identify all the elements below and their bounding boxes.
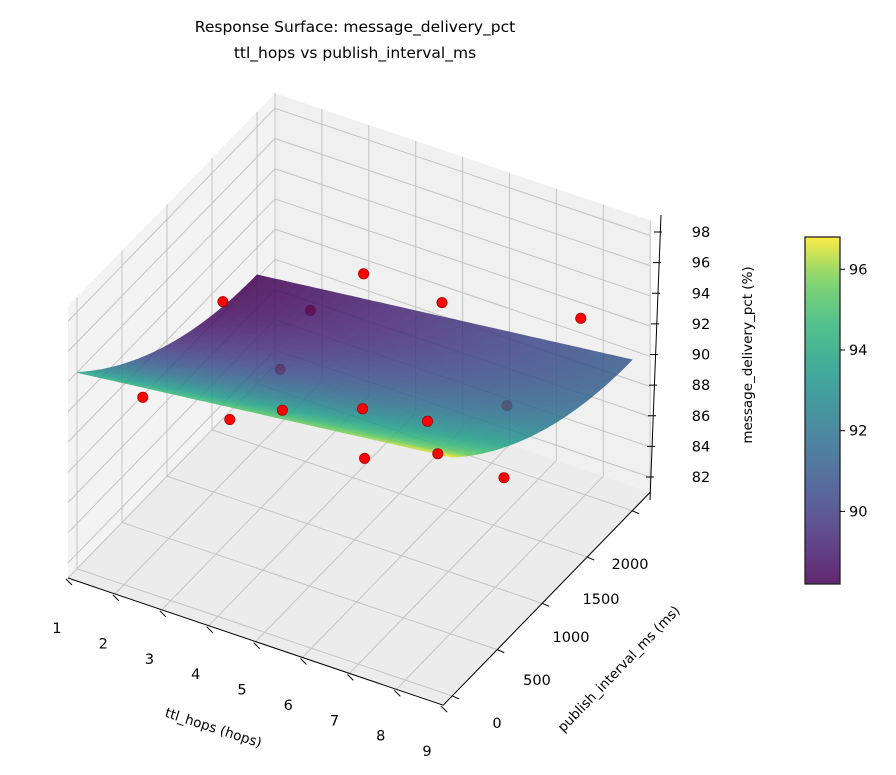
grid-line-z-left [67,228,276,443]
colorbar: 90 92 94 96 [804,236,867,585]
z-tick-label: 86 [692,409,710,425]
x-tick-label: 8 [376,729,385,745]
y-tick-label: 0 [492,716,501,732]
x-tick-label: 3 [145,652,154,668]
x-axis-label: ttl_hops (hops) [163,705,264,751]
grid-line-z-left [67,107,276,322]
z-tick-label: 98 [692,225,710,241]
x-tick-label: 1 [52,621,61,637]
x-tick [393,689,401,697]
colorbar-tick-label: 92 [849,424,867,440]
data-point [421,415,433,427]
grid-line-z-back [274,198,651,327]
x-tick [440,705,448,713]
z-tick-label: 92 [692,317,710,333]
data-point [357,403,369,415]
y-tick [452,695,460,700]
x-tick [347,674,354,681]
visible-points [137,268,587,484]
z-tick-label: 82 [692,470,710,486]
z-tick-label: 96 [692,256,710,272]
colorbar-tick-label: 94 [849,343,867,359]
z-tick-label: 88 [692,378,710,394]
colorbar-tick-label: 90 [849,504,867,520]
x-tick-label: 5 [237,683,246,699]
x-tick [300,658,307,665]
z-axis-label: message_delivery_pct (%) [740,266,756,443]
data-point [137,391,149,403]
y-tick-label: 500 [523,673,551,689]
data-point [276,404,288,416]
z-tick-label: 90 [692,348,710,364]
x-tick-label: 6 [284,698,293,714]
y-tick [542,602,550,607]
z-axis-line [649,214,662,501]
x-tick-label: 9 [422,744,431,760]
x-tick [253,642,260,649]
surface-patch [441,454,458,458]
data-point [358,268,370,280]
data-point [432,448,444,460]
x-tick [112,594,120,602]
grid-line-y-floor [76,568,453,697]
grid-line-z-left [67,168,276,383]
x-tick-label: 2 [99,636,108,652]
grid-line-y-floor [166,475,543,604]
y-tick [587,556,595,561]
z-tick-label: 94 [692,286,710,302]
colorbar-fill [804,236,841,585]
z-tick-label: 84 [692,439,710,455]
grid-line-y-floor [211,429,588,558]
grid-line-x-floor [208,412,417,627]
y-tick-label: 1500 [583,592,620,608]
colorbar-tick-label: 96 [849,262,867,278]
grid-line-x-floor [161,396,370,611]
axes: 1234567890500100015002000828486889092949… [52,214,710,760]
grid-line-z-back [274,107,651,236]
y-tick [632,510,640,515]
grid-line-x-floor [302,444,510,658]
data-point [224,413,236,425]
x-tick [65,578,73,586]
y-axis-label: publish_interval_ms (ms) [555,603,684,736]
data-point [575,312,587,324]
data-point [359,452,371,464]
grid-line-z-back [274,138,651,267]
grid-line-x-floor [255,428,463,642]
x-axis-line [67,577,444,706]
y-tick-label: 1000 [553,630,590,646]
x-tick-label: 4 [191,667,200,683]
grid-line-x-floor [395,475,604,690]
x-tick-label: 7 [330,713,339,729]
chart-title-line1: Response Surface: message_delivery_pct [195,18,515,37]
data-point [498,472,510,484]
y-axis-line [442,491,651,706]
grid-line-y-floor [121,521,498,651]
y-tick [497,649,505,654]
grid-line-z-left [67,138,276,352]
x-tick [159,610,167,618]
x-tick [206,626,214,634]
surface [76,274,633,458]
data-point [436,297,448,309]
y-tick-label: 2000 [612,557,649,573]
data-point [217,296,229,308]
grid-line-x-floor [349,460,557,674]
chart-title-line2: ttl_hops vs publish_interval_ms [234,44,476,63]
grid-line-z-back [274,228,651,357]
grid-line-z-back [274,168,651,297]
